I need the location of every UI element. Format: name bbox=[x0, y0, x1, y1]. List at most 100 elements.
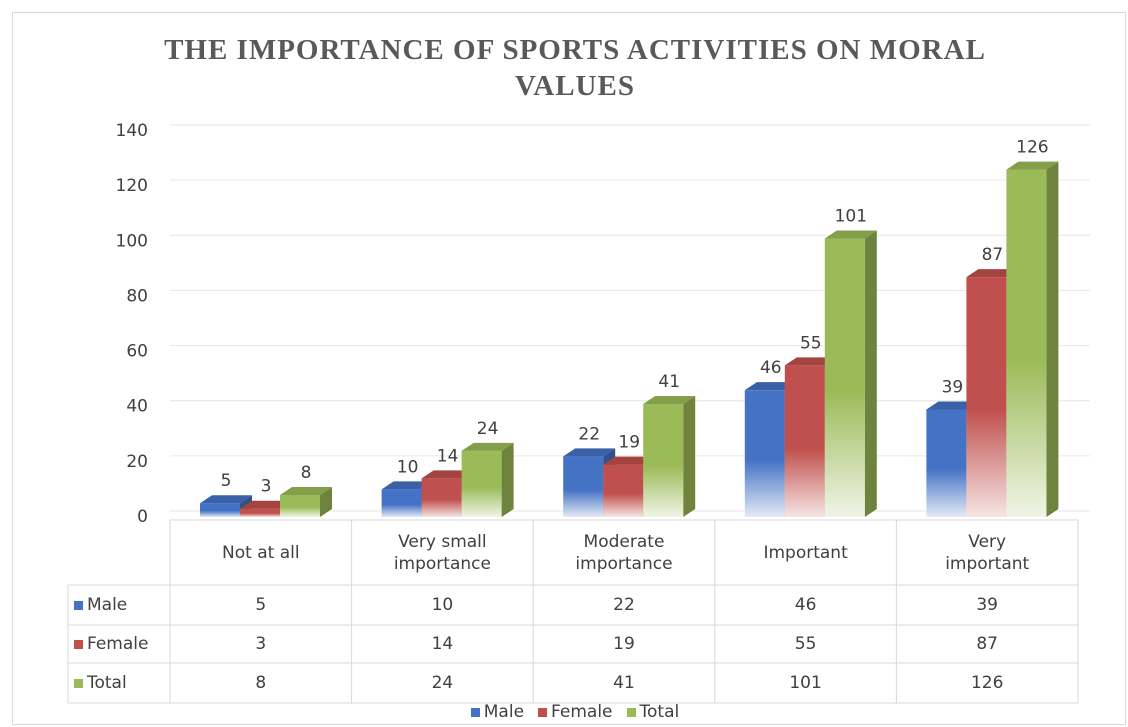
bar bbox=[643, 395, 696, 517]
bar-side bbox=[1046, 161, 1059, 517]
bar-top bbox=[563, 448, 616, 457]
table-row-header: Total bbox=[74, 663, 170, 703]
data-label: 3 bbox=[261, 477, 272, 497]
category-label: Moderate importance bbox=[533, 520, 715, 585]
bar-front bbox=[744, 390, 785, 517]
bar-front bbox=[280, 494, 320, 517]
bar-front bbox=[926, 409, 967, 517]
legend-key bbox=[626, 708, 636, 717]
bar-top bbox=[381, 481, 434, 490]
table-cell: 14 bbox=[352, 625, 534, 663]
data-label: 101 bbox=[835, 207, 867, 227]
table-cell: 101 bbox=[715, 663, 897, 703]
category-label-text: Important bbox=[763, 542, 848, 563]
category-label: Important bbox=[715, 520, 897, 585]
y-tick-label: 140 bbox=[116, 121, 148, 141]
y-tick-label: 40 bbox=[126, 397, 148, 417]
legend-entry: Female bbox=[538, 701, 613, 723]
data-label: 87 bbox=[982, 245, 1004, 265]
legend-key bbox=[470, 708, 480, 717]
table-cell: 87 bbox=[896, 625, 1078, 663]
category-label-text: Very small importance bbox=[393, 531, 491, 574]
category-label-text: Very important bbox=[945, 531, 1030, 574]
y-tick-label: 80 bbox=[126, 286, 148, 306]
bar bbox=[280, 486, 332, 517]
table-cell: 10 bbox=[352, 585, 534, 625]
legend-key bbox=[74, 600, 83, 610]
bar bbox=[461, 442, 514, 517]
table-cell: 41 bbox=[533, 663, 715, 703]
bar-top bbox=[421, 470, 474, 479]
table-cell-text: 46 bbox=[794, 595, 817, 615]
bar-top bbox=[603, 456, 656, 465]
data-label: 126 bbox=[1016, 138, 1048, 158]
bar-top bbox=[200, 495, 252, 504]
table-cell-text: 39 bbox=[976, 595, 998, 615]
table-cell: 22 bbox=[533, 585, 715, 625]
bar-top bbox=[966, 269, 1019, 278]
bar-front bbox=[784, 365, 825, 517]
table-cell-text: 8 bbox=[255, 673, 267, 693]
row-header-text: Male bbox=[87, 595, 128, 615]
table-cell-text: 41 bbox=[613, 673, 635, 693]
data-label: 22 bbox=[578, 424, 600, 444]
bar-side bbox=[683, 395, 696, 517]
table-cell-text: 10 bbox=[431, 595, 454, 615]
table-cell: 46 bbox=[715, 585, 897, 625]
bar bbox=[824, 230, 877, 517]
table-cell-text: 5 bbox=[255, 595, 267, 615]
category-label-text: Moderate importance bbox=[575, 531, 673, 574]
bar-side bbox=[320, 486, 332, 517]
table-cell-text: 19 bbox=[613, 634, 635, 654]
table-cell: 126 bbox=[896, 663, 1078, 703]
table-cell-text: 3 bbox=[255, 634, 267, 654]
chart-title: THE IMPORTANCE OF SPORTS ACTIVITIES ON M… bbox=[164, 34, 986, 102]
bar-front bbox=[1006, 169, 1047, 517]
data-label: 41 bbox=[658, 372, 680, 392]
row-header-text: Female bbox=[87, 634, 149, 654]
chart-frame bbox=[12, 12, 1126, 725]
bar-top bbox=[744, 382, 797, 391]
bar-front bbox=[381, 489, 422, 517]
table-cell: 24 bbox=[352, 663, 534, 703]
table-cell-text: 55 bbox=[794, 634, 817, 654]
bar-front bbox=[200, 503, 240, 517]
row-header-text: Total bbox=[87, 673, 127, 693]
table-row-header: Female bbox=[74, 625, 170, 663]
bar-top bbox=[926, 401, 979, 410]
table-cell-text: 126 bbox=[970, 673, 1004, 693]
bar-top bbox=[784, 357, 837, 366]
data-label: 24 bbox=[477, 419, 499, 439]
legend-text: Female bbox=[551, 702, 613, 722]
bar-front bbox=[461, 450, 502, 517]
data-label: 14 bbox=[437, 446, 459, 466]
table-cell-text: 101 bbox=[789, 673, 822, 693]
legend-text: Total bbox=[639, 702, 680, 722]
legend: Male Female Total bbox=[0, 701, 1128, 723]
data-label: 39 bbox=[942, 377, 964, 397]
bar-front bbox=[643, 403, 684, 517]
category-label-text: Not at all bbox=[222, 542, 300, 563]
category-label: Very important bbox=[896, 520, 1078, 585]
category-label: Not at all bbox=[170, 520, 352, 585]
legend-key bbox=[74, 639, 83, 649]
table-cell: 55 bbox=[715, 625, 897, 663]
bar-top bbox=[824, 230, 877, 239]
legend-key bbox=[538, 708, 548, 717]
data-label: 8 bbox=[301, 463, 312, 483]
bar-side bbox=[501, 442, 514, 517]
table-cell-text: 22 bbox=[613, 595, 635, 615]
data-label: 10 bbox=[397, 457, 419, 477]
table-cell-text: 87 bbox=[976, 634, 998, 654]
table-cell: 3 bbox=[170, 625, 352, 663]
bar-top bbox=[1006, 161, 1059, 170]
table-cell: 19 bbox=[533, 625, 715, 663]
bar-front bbox=[421, 478, 462, 517]
y-tick-label: 120 bbox=[116, 176, 148, 196]
table-cell: 39 bbox=[896, 585, 1078, 625]
bar-side bbox=[864, 230, 877, 517]
bar-front bbox=[603, 464, 644, 517]
legend-key bbox=[74, 678, 83, 688]
bar-top bbox=[240, 500, 292, 509]
data-label: 19 bbox=[618, 433, 640, 453]
